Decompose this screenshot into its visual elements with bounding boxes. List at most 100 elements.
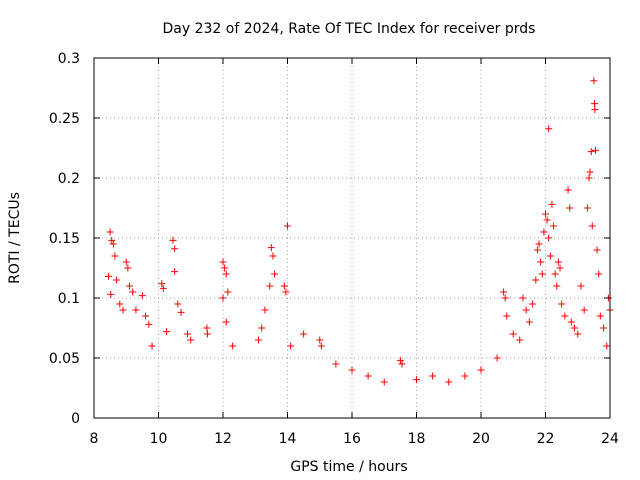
data-point xyxy=(142,312,150,320)
data-point xyxy=(221,264,229,272)
data-point xyxy=(396,356,404,364)
data-point xyxy=(591,106,599,114)
data-point xyxy=(271,270,279,278)
data-point xyxy=(593,246,601,254)
data-point xyxy=(380,378,388,386)
data-point xyxy=(111,252,119,260)
x-tick-label: 16 xyxy=(343,431,361,447)
data-point xyxy=(600,324,608,332)
data-point xyxy=(571,324,579,332)
x-tick-label: 24 xyxy=(601,431,619,447)
y-tick-label: 0.15 xyxy=(49,231,80,247)
data-point xyxy=(138,292,146,300)
x-tick-label: 14 xyxy=(279,431,297,447)
data-point xyxy=(545,234,553,242)
data-point xyxy=(219,294,227,302)
data-point xyxy=(529,300,537,308)
x-axis-label: GPS time / hours xyxy=(290,459,407,475)
data-point xyxy=(229,342,237,350)
data-point xyxy=(261,306,269,314)
data-point xyxy=(538,270,546,278)
data-point xyxy=(580,306,588,314)
data-point xyxy=(556,264,564,272)
data-point xyxy=(588,222,596,230)
x-tick-label: 18 xyxy=(408,431,426,447)
data-point xyxy=(561,312,569,320)
data-point xyxy=(558,300,566,308)
data-point xyxy=(316,336,324,344)
data-point xyxy=(595,270,603,278)
data-point xyxy=(254,336,262,344)
data-point xyxy=(501,294,509,302)
data-point xyxy=(548,200,556,208)
data-point xyxy=(585,174,593,182)
data-point xyxy=(282,288,290,296)
data-point xyxy=(159,284,167,292)
data-point xyxy=(461,372,469,380)
data-point xyxy=(445,378,453,386)
data-point xyxy=(603,342,611,350)
data-point xyxy=(287,342,295,350)
data-point xyxy=(317,342,325,350)
data-point xyxy=(591,146,599,154)
data-point xyxy=(533,246,541,254)
data-point xyxy=(413,376,420,384)
data-point xyxy=(125,282,133,290)
data-point xyxy=(535,240,543,248)
data-point xyxy=(551,270,559,278)
data-point xyxy=(583,204,591,212)
data-point xyxy=(269,252,277,260)
data-point xyxy=(540,228,548,236)
data-point xyxy=(577,282,585,290)
data-point xyxy=(545,125,553,133)
data-point xyxy=(503,312,511,320)
data-point xyxy=(537,258,545,266)
data-point xyxy=(554,258,562,266)
data-point xyxy=(105,272,113,280)
data-point xyxy=(509,330,517,338)
y-axis-label: ROTI / TECUs xyxy=(7,192,23,284)
data-point xyxy=(590,77,598,85)
data-point xyxy=(222,270,230,278)
y-tick-label: 0 xyxy=(71,411,80,427)
data-point xyxy=(532,276,540,284)
data-point xyxy=(108,236,116,244)
x-tick-label: 10 xyxy=(150,431,168,447)
data-point xyxy=(542,210,549,218)
data-point xyxy=(477,366,485,374)
data-point xyxy=(332,360,340,368)
data-point xyxy=(124,264,132,272)
data-points xyxy=(105,77,614,386)
data-point xyxy=(169,236,177,244)
data-point xyxy=(300,330,308,338)
data-point xyxy=(591,100,599,108)
x-tick-label: 20 xyxy=(472,431,490,447)
data-point xyxy=(222,318,230,326)
y-tick-label: 0.05 xyxy=(49,351,80,367)
data-point xyxy=(174,300,182,308)
data-point xyxy=(550,222,558,230)
data-point xyxy=(177,308,185,316)
data-point xyxy=(148,342,156,350)
data-point xyxy=(204,330,212,338)
data-point xyxy=(132,306,140,314)
data-point xyxy=(519,294,527,302)
data-point xyxy=(586,168,594,176)
data-point xyxy=(566,204,574,212)
data-point xyxy=(106,228,114,236)
data-point xyxy=(266,282,274,290)
data-point xyxy=(116,300,124,308)
data-point xyxy=(398,360,406,368)
data-point xyxy=(564,186,572,194)
data-point xyxy=(574,330,582,338)
y-tick-label: 0.1 xyxy=(58,291,80,307)
data-point xyxy=(129,288,137,296)
data-point xyxy=(184,330,192,338)
data-point xyxy=(267,244,275,252)
data-point xyxy=(119,306,127,314)
data-point xyxy=(224,288,232,296)
data-point xyxy=(516,336,524,344)
data-point xyxy=(546,252,554,260)
data-point xyxy=(107,290,115,298)
x-tick-label: 8 xyxy=(90,431,99,447)
